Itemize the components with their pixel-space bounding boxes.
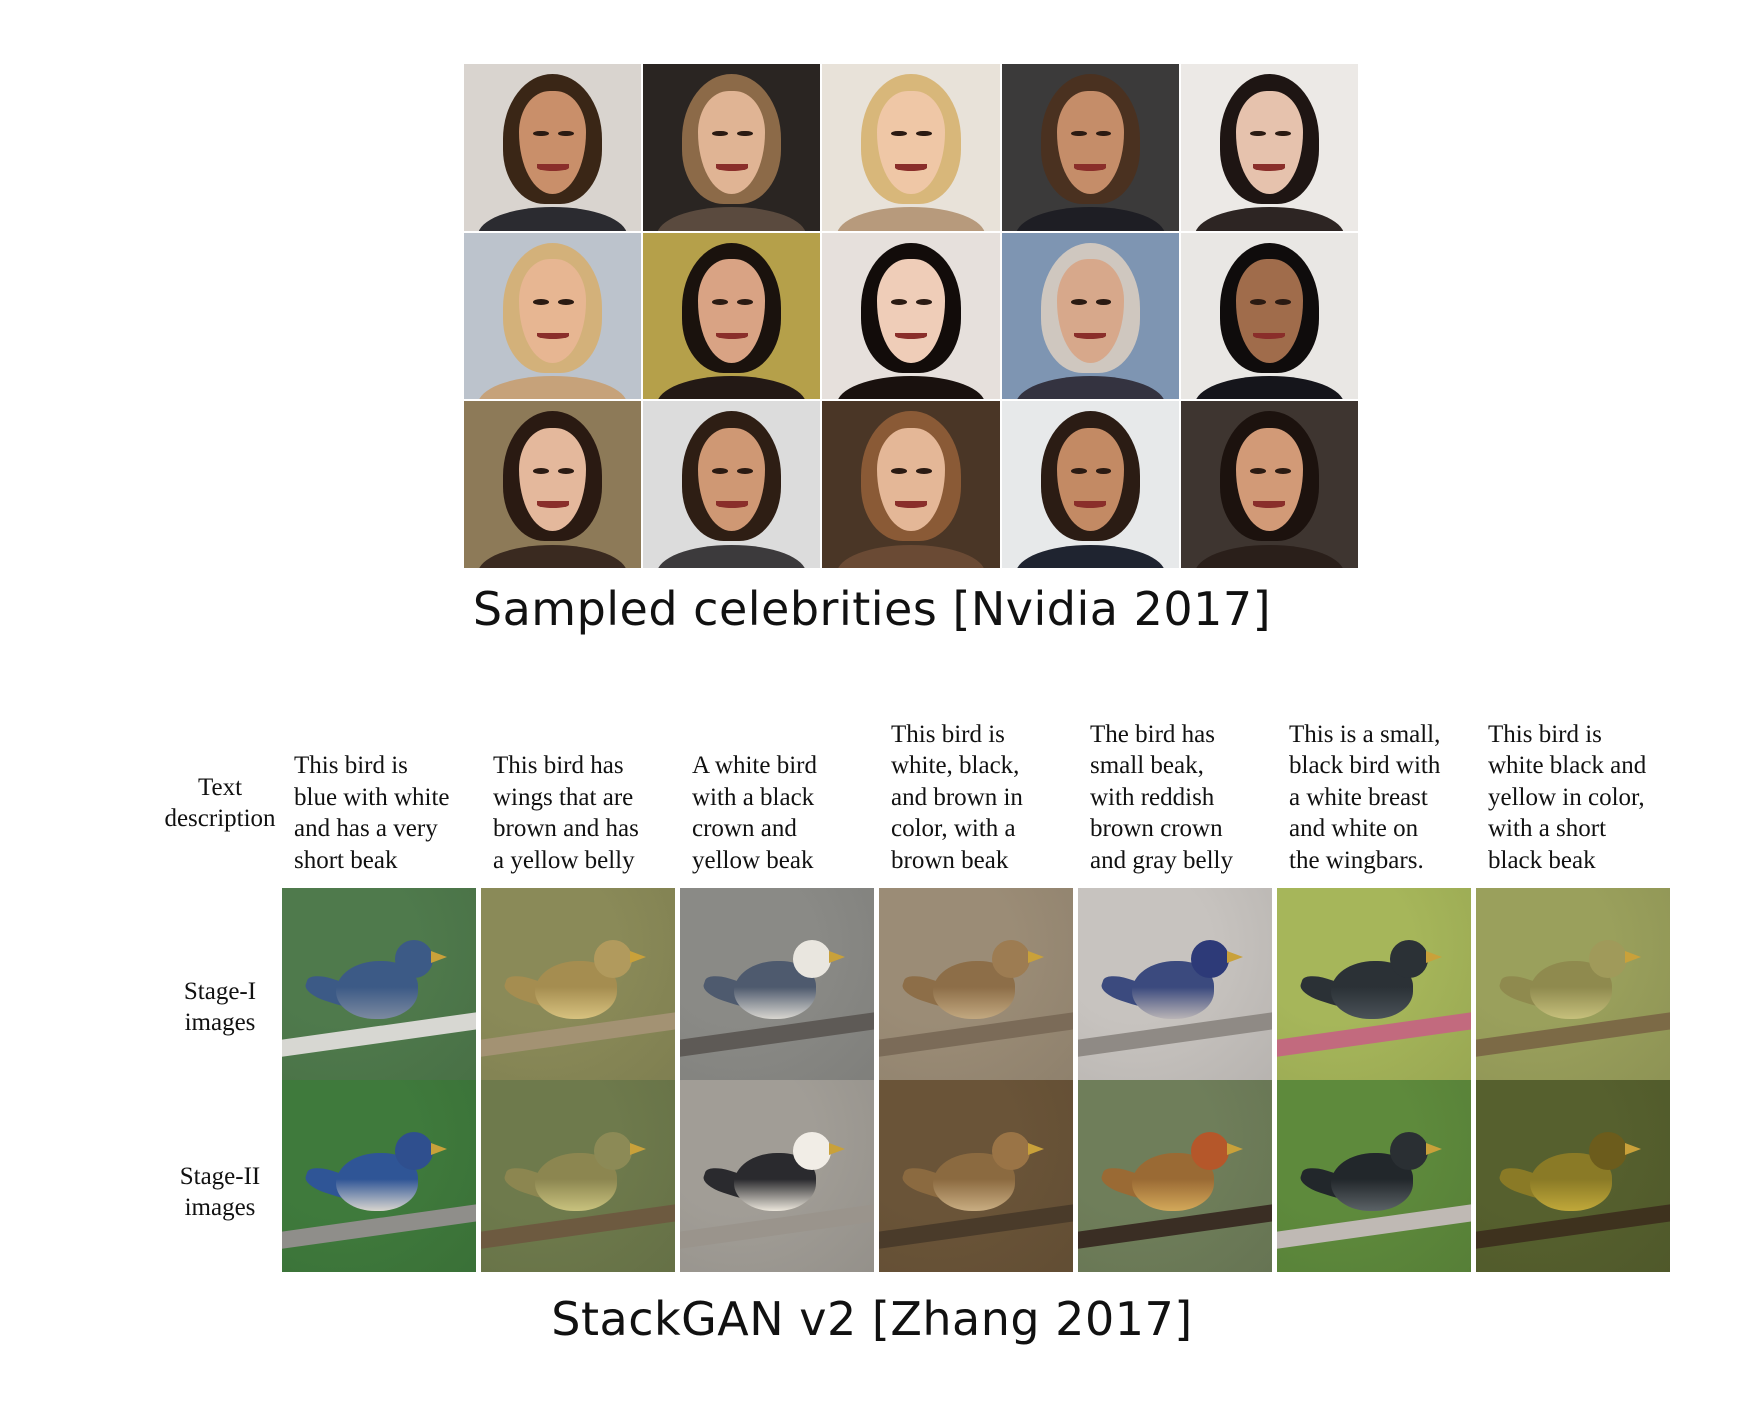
stage-one-bird-image [1277, 888, 1471, 1080]
text-description: This is a small, black bird with a white… [1289, 720, 1441, 874]
celebrity-face-image [643, 401, 821, 568]
celebrity-face-image [643, 232, 821, 400]
stage-two-bird-image [879, 1080, 1073, 1272]
celebrity-sample-grid [464, 64, 1358, 568]
stage-two-bird-image [680, 1080, 874, 1272]
celebrity-face-image [822, 401, 1000, 568]
celebrity-face-image [464, 401, 642, 568]
text-description: This bird is white black and yellow in c… [1488, 720, 1647, 874]
celebrity-face-image [822, 64, 1000, 231]
stage-one-bird-image [1476, 888, 1670, 1080]
stage-two-bird-image [481, 1080, 675, 1272]
celebrity-face-image [1180, 64, 1358, 231]
stage-two-bird-image [1476, 1080, 1670, 1272]
stage-two-bird-image [1277, 1080, 1471, 1272]
text-description: This bird is white, black, and brown in … [891, 720, 1023, 874]
row-label-text-description: Text description [164, 774, 276, 832]
stage-two-bird-image [282, 1080, 476, 1272]
celebrity-face-image [464, 64, 642, 231]
stage-one-bird-image [879, 888, 1073, 1080]
celebrity-face-image [1001, 232, 1179, 400]
celebrity-face-image [1001, 401, 1179, 568]
text-description: The bird has small beak, with reddish br… [1090, 720, 1234, 874]
text-description: A white bird with a black crown and yell… [692, 752, 817, 874]
celebrity-face-image [822, 232, 1000, 400]
celebrity-face-image [1180, 232, 1358, 400]
celebrity-face-image [1180, 401, 1358, 568]
row-label-stage-two: Stage-II images [179, 1163, 261, 1221]
stage-one-bird-image [680, 888, 874, 1080]
celebrity-face-image [464, 232, 642, 400]
text-description: This bird has wings that are brown and h… [493, 752, 639, 874]
stackgan-caption: StackGAN v2 [Zhang 2017] [551, 1292, 1193, 1346]
stage-two-bird-image [1078, 1080, 1272, 1272]
celebrity-face-image [643, 64, 821, 231]
stage-one-bird-image [1078, 888, 1272, 1080]
celebrity-face-image [1001, 64, 1179, 231]
row-label-stage-one: Stage-I images [183, 978, 257, 1036]
stage-one-bird-image [481, 888, 675, 1080]
celebrity-caption: Sampled celebrities [Nvidia 2017] [472, 582, 1272, 636]
stage-one-bird-image [282, 888, 476, 1080]
text-description: This bird is blue with white and has a v… [294, 752, 450, 874]
